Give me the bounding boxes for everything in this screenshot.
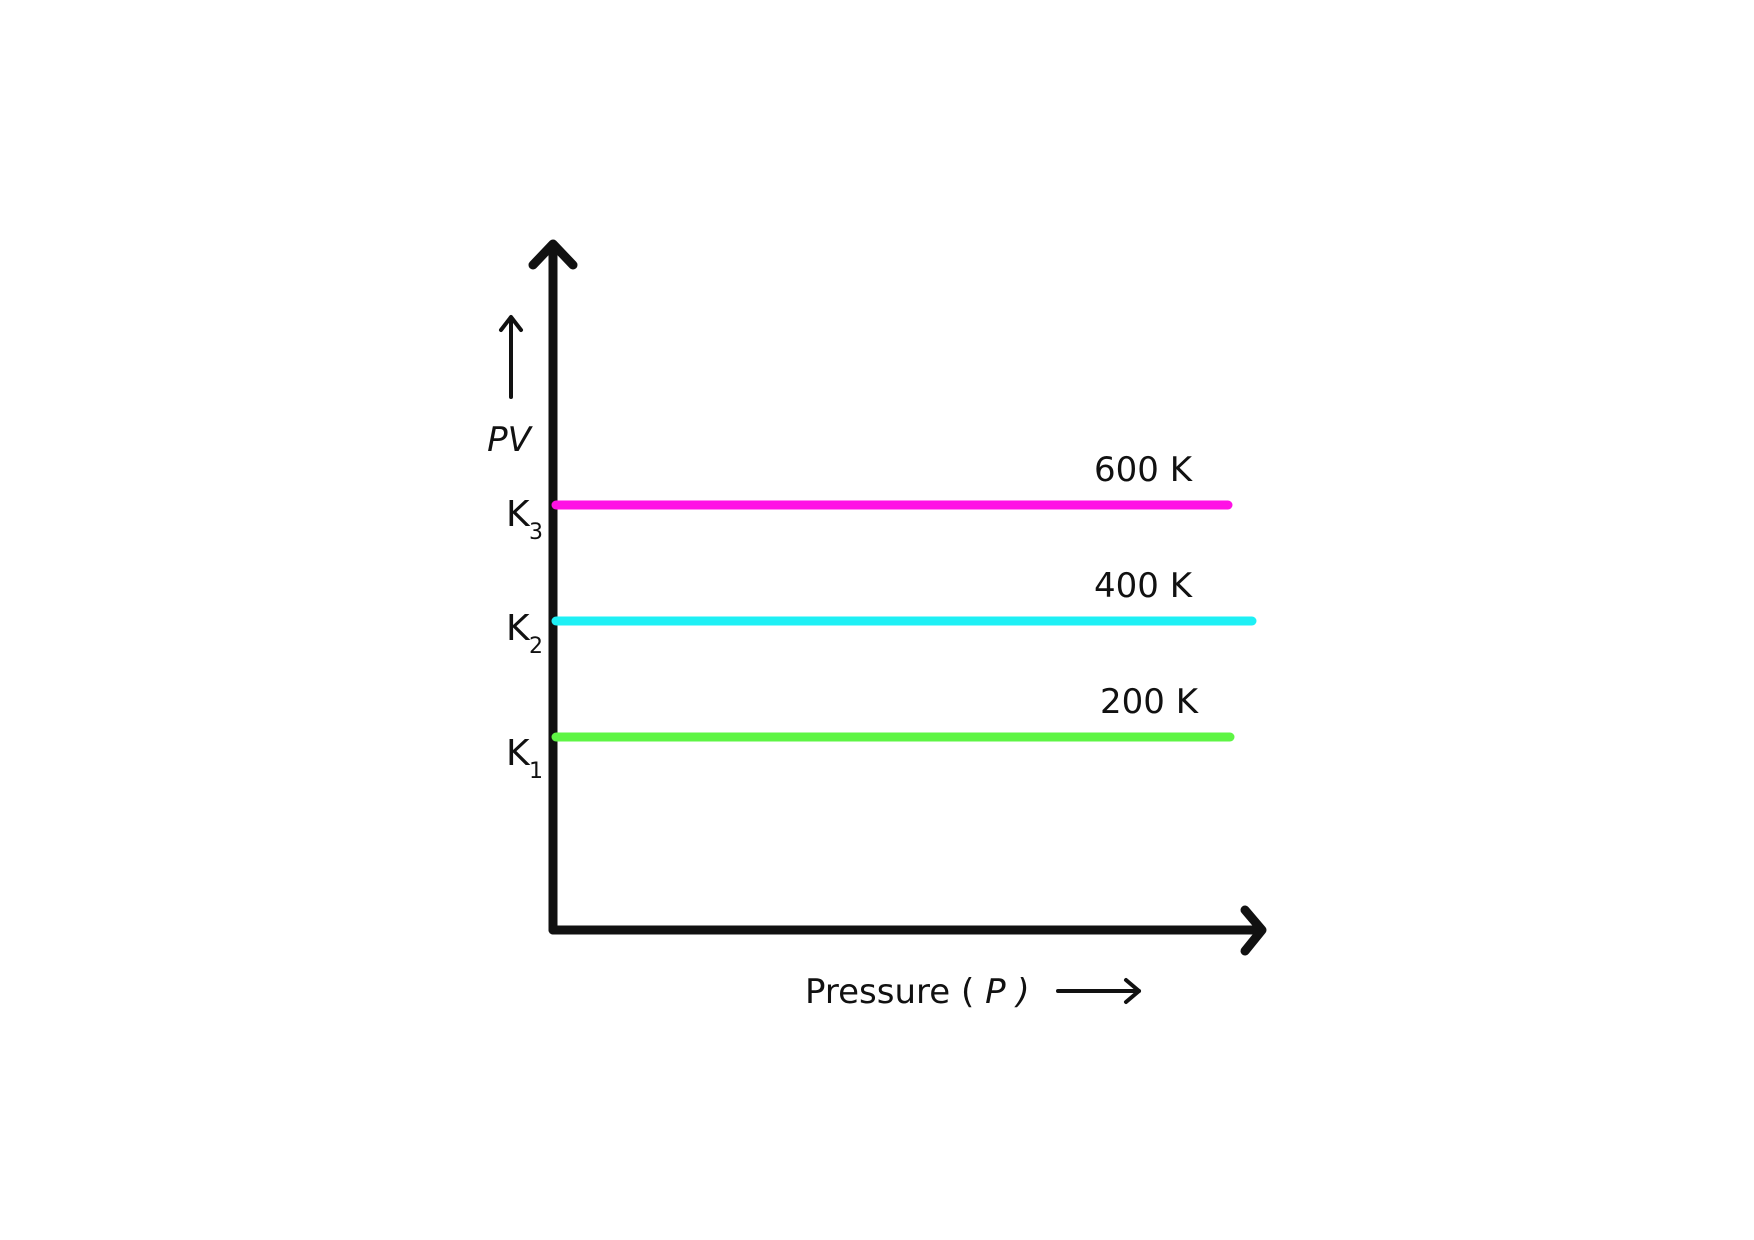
y-tick-k1-sub: 1 xyxy=(529,759,543,784)
series-label-200k: 200 K xyxy=(1100,682,1200,722)
y-tick-k3-base: K xyxy=(506,494,531,535)
y-tick-k3: K 3 xyxy=(506,494,543,545)
x-axis-label-group: Pressure ( P ) xyxy=(805,972,1141,1012)
x-axis-arrowhead xyxy=(1240,905,1267,956)
series-label-600k: 600 K xyxy=(1094,450,1194,490)
y-tick-k2-base: K xyxy=(506,608,531,649)
series-label-400k: 400 K xyxy=(1094,566,1194,606)
x-label-arrow-head xyxy=(1124,978,1141,1004)
y-tick-k2-sub: 2 xyxy=(529,634,543,659)
y-tick-k1-base: K xyxy=(506,733,531,774)
y-label-arrow-head xyxy=(499,315,523,332)
y-tick-k1: K 1 xyxy=(506,733,543,784)
axes xyxy=(528,239,1267,956)
x-axis-label-symbol: P xyxy=(985,972,1006,1012)
x-axis-label: Pressure ( P ) xyxy=(805,972,1030,1012)
x-axis-label-word: Pressure xyxy=(805,972,950,1012)
x-axis-label-close-paren: ) xyxy=(1006,972,1030,1012)
y-axis-arrowhead xyxy=(528,239,578,270)
y-axis-label: PV xyxy=(487,420,534,460)
y-tick-k3-sub: 3 xyxy=(529,520,543,545)
x-axis-label-open-paren: ( xyxy=(950,972,985,1012)
y-axis-label-group: PV xyxy=(487,315,534,460)
series-layer: 600 K 400 K 200 K xyxy=(551,450,1257,742)
y-tick-k2: K 2 xyxy=(506,608,543,659)
